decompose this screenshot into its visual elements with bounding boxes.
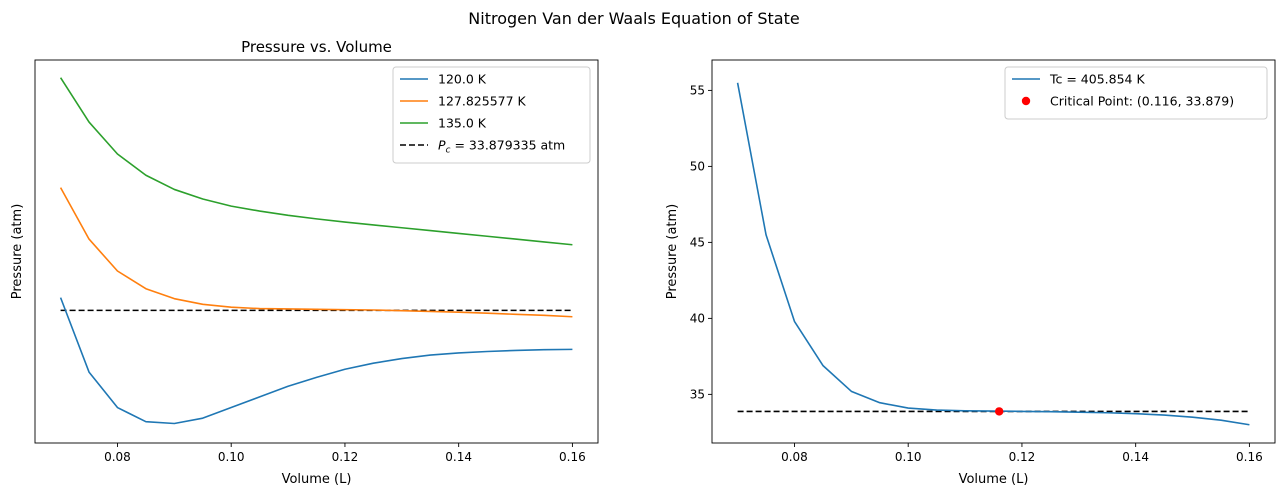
legend-label: Pc = 33.879335 atm [438, 138, 565, 156]
chart-title: Pressure vs. Volume [241, 38, 392, 56]
legend-label: 135.0 K [438, 116, 487, 131]
y-tick-label: 50 [690, 159, 705, 173]
legend: 120.0 K 127.825577 K 135.0 K Pc = 33.879335… [392, 66, 591, 164]
x-tick-label: 0.16 [1236, 450, 1263, 464]
y-axis-label: Pressure (atm) [10, 204, 25, 300]
left-chart: Pressure vs. Volume 0.08 0.10 0.12 0.14 0.16 V… [10, 38, 599, 487]
legend-marker [1021, 96, 1031, 106]
x-tick-label: 0.10 [218, 450, 245, 464]
y-tick-label: 45 [690, 235, 705, 249]
y-axis-label: Pressure (atm) [665, 204, 680, 300]
legend-label-value: = 33.879335 atm [451, 138, 566, 153]
axes-frame [34, 59, 599, 444]
legend-label-subscript: c [446, 146, 451, 156]
x-tick-label: 0.16 [559, 450, 586, 464]
y-tick-label: 55 [690, 83, 705, 97]
legend-label-symbol: P [438, 138, 446, 153]
x-tick-label: 0.12 [1009, 450, 1036, 464]
x-tick-label: 0.12 [332, 450, 359, 464]
legend: Tc = 405.854 K Critical Point: (0.116, 33… [1004, 66, 1268, 120]
y-tick-label: 35 [690, 387, 705, 401]
figure-title: Nitrogen Van der Waals Equation of State [468, 9, 799, 28]
series-line-1 [59, 187, 573, 318]
x-tick-label: 0.14 [1122, 450, 1149, 464]
x-tick-label: 0.10 [895, 450, 922, 464]
y-tick-label: 40 [690, 311, 705, 325]
axes-frame [711, 59, 1276, 444]
x-tick-label: 0.08 [781, 450, 808, 464]
legend-label: 127.825577 K [438, 94, 527, 109]
series-line-2 [59, 77, 573, 246]
critical-point-marker [994, 407, 1004, 416]
x-tick-label: 0.08 [104, 450, 131, 464]
legend-box [392, 66, 591, 164]
x-tick-label: 0.14 [445, 450, 472, 464]
series-line-0 [736, 82, 1250, 426]
series-line-0 [59, 297, 573, 425]
legend-label: Tc = 405.854 K [1049, 72, 1145, 87]
x-axis-label: Volume (L) [959, 472, 1029, 487]
legend-box [1004, 66, 1268, 120]
x-axis-label: Volume (L) [282, 472, 352, 487]
right-chart: 0.08 0.10 0.12 0.14 0.16 35 40 45 50 55 Volume (L)… [665, 59, 1276, 487]
legend-label: 120.0 K [438, 72, 487, 87]
legend-label: Critical Point: (0.116, 33.879) [1050, 94, 1234, 109]
